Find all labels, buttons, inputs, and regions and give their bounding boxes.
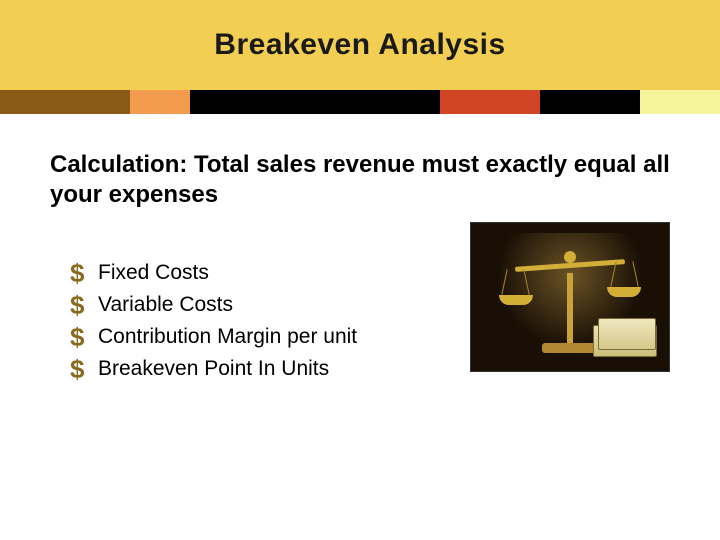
stripe-2 xyxy=(130,90,190,114)
stripe-4 xyxy=(440,90,540,114)
header-band: Breakeven Analysis xyxy=(0,0,720,90)
bullet-text: Fixed Costs xyxy=(98,261,209,285)
dollar-icon: $ xyxy=(70,324,98,350)
scale-chain-icon xyxy=(501,269,507,295)
bullet-text: Variable Costs xyxy=(98,293,233,317)
money-stack-icon xyxy=(593,325,657,357)
scale-top-icon xyxy=(564,251,576,263)
stripe-1 xyxy=(0,90,130,114)
scale-base-icon xyxy=(542,343,598,353)
dollar-icon: $ xyxy=(70,356,98,382)
bullet-text: Contribution Margin per unit xyxy=(98,325,357,349)
scale-post-icon xyxy=(567,273,573,343)
page-title: Breakeven Analysis xyxy=(214,28,505,62)
scale-chain-icon xyxy=(523,269,529,295)
scale-chain-icon xyxy=(632,261,638,287)
stripe-6 xyxy=(640,90,720,114)
scales-money-image xyxy=(470,222,670,372)
dollar-icon: $ xyxy=(70,292,98,318)
scale-pan-icon xyxy=(607,287,641,297)
stripe-3 xyxy=(190,90,440,114)
subtitle: Calculation: Total sales revenue must ex… xyxy=(0,114,720,210)
dollar-icon: $ xyxy=(70,260,98,286)
content-area: $ Fixed Costs $ Variable Costs $ Contrib… xyxy=(0,210,720,382)
stripe-5 xyxy=(540,90,640,114)
bullet-text: Breakeven Point In Units xyxy=(98,357,329,381)
accent-stripe-row xyxy=(0,90,720,114)
scale-pan-icon xyxy=(499,295,533,305)
